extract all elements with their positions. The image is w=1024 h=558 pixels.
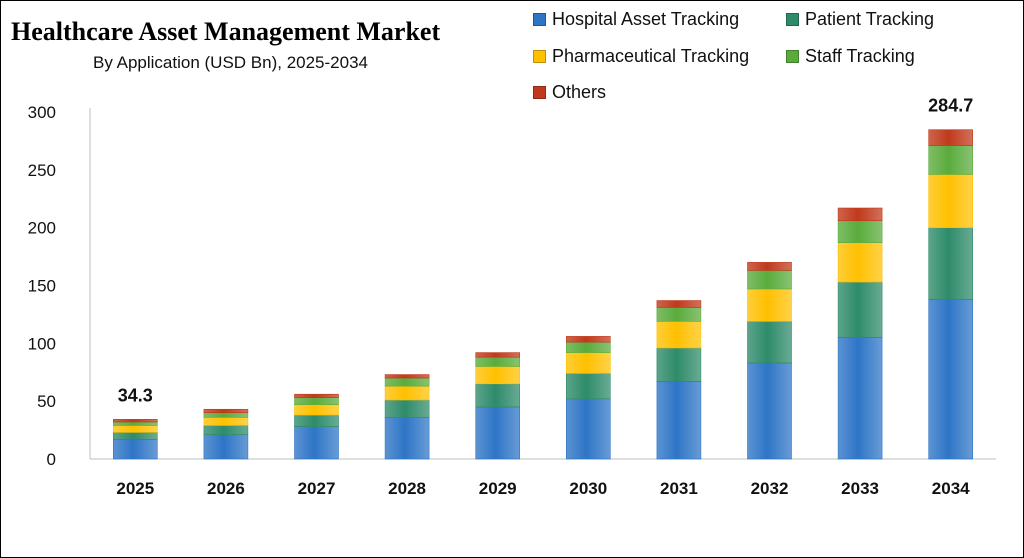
bar-segment — [565, 336, 611, 343]
bar-segment — [747, 288, 792, 322]
bar-segment — [475, 356, 521, 367]
bar-segment — [113, 439, 158, 460]
legend-swatch — [533, 86, 546, 99]
bar-segment — [928, 129, 974, 146]
bar-segment — [294, 393, 339, 398]
x-tick-label: 2026 — [207, 479, 245, 498]
bar-segment — [747, 262, 792, 271]
bar-segment — [656, 300, 702, 308]
legend-item: Pharmaceutical Tracking — [533, 46, 749, 67]
bar-segment — [565, 373, 611, 400]
y-tick-label: 200 — [28, 219, 56, 238]
bar-segment — [294, 397, 339, 405]
chart-subtitle: By Application (USD Bn), 2025-2034 — [93, 53, 368, 72]
legend-item: Staff Tracking — [786, 46, 915, 67]
bar-segment — [113, 425, 158, 433]
y-tick-label: 150 — [28, 277, 56, 296]
bar-segment — [294, 404, 339, 416]
bar-segment — [928, 174, 974, 228]
bar-segment — [203, 417, 249, 426]
x-tick-label: 2033 — [841, 479, 879, 498]
data-label: 284.7 — [928, 96, 973, 116]
bar-segment — [928, 145, 974, 175]
bar-segment — [747, 362, 792, 460]
x-tick-label: 2029 — [479, 479, 517, 498]
bar-segment — [837, 281, 883, 338]
x-tick-label: 2030 — [569, 479, 607, 498]
bar-segment — [294, 426, 339, 460]
bar-segment — [113, 432, 158, 440]
x-tick-label: 2032 — [751, 479, 789, 498]
bar-segment — [384, 399, 430, 418]
x-tick-label: 2027 — [298, 479, 336, 498]
y-tick-label: 0 — [47, 450, 56, 469]
data-label: 34.3 — [118, 385, 153, 405]
legend-label: Patient Tracking — [805, 9, 935, 29]
bar-segment — [565, 352, 611, 374]
legend-label: Others — [552, 82, 607, 102]
legend-swatch — [786, 13, 799, 26]
bar-segment — [475, 366, 521, 385]
legend-item: Hospital Asset Tracking — [533, 9, 739, 30]
y-tick-label: 100 — [28, 334, 56, 353]
bar-segment — [113, 419, 158, 423]
bar-segment — [747, 321, 792, 364]
bar-segment — [113, 421, 158, 426]
x-tick-label: 2028 — [388, 479, 426, 498]
legend-label: Hospital Asset Tracking — [552, 9, 740, 29]
legend-swatch — [533, 50, 546, 63]
y-tick-label: 250 — [28, 161, 56, 180]
bar-segment — [565, 341, 611, 353]
bar-segment — [203, 434, 249, 460]
bar-segment — [837, 207, 883, 222]
bar-segment — [294, 414, 339, 427]
bar-segment — [656, 381, 702, 460]
y-tick-label: 300 — [28, 103, 56, 122]
bar-segment — [565, 398, 611, 460]
legend-swatch — [533, 13, 546, 26]
bar-segment — [384, 377, 430, 387]
bar-segment — [928, 227, 974, 300]
bar-segment — [384, 374, 430, 379]
x-tick-label: 2025 — [116, 479, 154, 498]
chart-title: Healthcare Asset Management Market — [11, 17, 441, 46]
bar-segment — [747, 270, 792, 290]
bar-segment — [475, 352, 521, 358]
bar-segment — [837, 337, 883, 460]
bar-segment — [384, 385, 430, 401]
bar-segment — [203, 425, 249, 436]
legend-label: Staff Tracking — [805, 46, 915, 66]
y-tick-label: 50 — [37, 392, 56, 411]
bar-segment — [203, 412, 249, 418]
bar-segment — [475, 383, 521, 408]
legend-label: Pharmaceutical Tracking — [552, 46, 750, 66]
x-tick-label: 2031 — [660, 479, 698, 498]
bar-segment — [203, 408, 249, 414]
legend-item: Patient Tracking — [786, 9, 934, 30]
bar-segment — [837, 220, 883, 244]
legend-item: Others — [533, 82, 606, 103]
bar-segment — [384, 417, 430, 460]
bar-segment — [656, 321, 702, 349]
legend-swatch — [786, 50, 799, 63]
bar-segment — [837, 242, 883, 283]
bar-segment — [928, 299, 974, 460]
bar-segment — [656, 307, 702, 322]
bar-segment — [656, 347, 702, 382]
x-tick-label: 2034 — [932, 479, 970, 498]
bar-segment — [475, 406, 521, 460]
